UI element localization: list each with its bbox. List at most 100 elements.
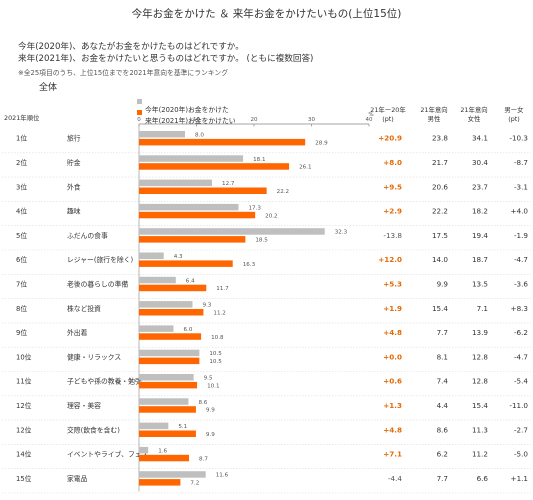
bar-next-year: [139, 138, 306, 146]
value-label-next-year: 7.2: [190, 481, 199, 487]
diff-value: +12.0: [378, 255, 402, 264]
category-label: ふだんの食事: [67, 231, 108, 240]
diff-value: +7.1: [383, 450, 402, 459]
diff-value: +4.8: [383, 425, 402, 434]
bar-next-year: [139, 163, 290, 170]
gap-value: -8.7: [514, 158, 528, 167]
diff-value: +2.9: [383, 207, 402, 216]
bar-this-year: [139, 252, 164, 259]
rank-label: 7位: [16, 280, 27, 289]
male-value: 15.4: [432, 304, 448, 313]
category-label: 家電品: [67, 474, 88, 483]
diff-value: +4.8: [383, 328, 402, 337]
male-value: 17.5: [432, 231, 448, 240]
female-value: 7.1: [477, 304, 488, 313]
value-label-next-year: 11.7: [216, 286, 229, 292]
x-tick-label: 40: [366, 117, 373, 123]
value-label-this-year: 1.6: [158, 448, 167, 454]
bar-this-year: [139, 349, 200, 357]
bar-this-year: [139, 398, 189, 405]
value-label-this-year: 8.0: [195, 133, 204, 139]
header-diff-line-2: (pt): [382, 115, 394, 123]
x-tick-label: 0: [137, 117, 141, 123]
gap-value: -1.9: [514, 231, 528, 240]
female-value: 12.8: [472, 352, 488, 361]
male-value: 21.7: [432, 158, 448, 167]
rank-label: 1位: [16, 134, 27, 143]
gap-value: -6.2: [514, 328, 528, 337]
category-label: 外出着: [67, 328, 88, 337]
value-label-next-year: 28.9: [315, 140, 328, 146]
female-value: 13.5: [472, 280, 488, 289]
category-label: 健康・リラックス: [67, 352, 121, 361]
rank-label: 5位: [16, 231, 27, 240]
rank-label: 4位: [16, 207, 27, 216]
bar-next-year: [139, 211, 256, 219]
bar-next-year: [139, 406, 196, 413]
bar-next-year: [139, 479, 181, 486]
value-label-next-year: 22.2: [277, 189, 289, 195]
value-label-next-year: 20.2: [265, 213, 277, 219]
chart-title: 今年お金をかけた ＆ 来年お金をかけたいもの(上位15位): [131, 8, 402, 20]
diff-value: +1.3: [383, 401, 402, 410]
female-value: 23.7: [472, 182, 488, 191]
gap-value: -3.1: [514, 182, 528, 191]
bar-next-year: [139, 430, 196, 437]
category-label: 子どもや孫の教養・勉強: [67, 377, 142, 386]
rank-label: 14位: [16, 450, 32, 459]
x-tick-label: 10: [193, 117, 200, 123]
rank-label: 10位: [16, 352, 32, 361]
bar-next-year: [139, 187, 267, 194]
bar-next-year: [139, 333, 202, 340]
diff-value: +0.0: [383, 352, 402, 361]
header-gap-line-2: (pt): [508, 115, 520, 123]
diff-value: +1.9: [383, 304, 402, 313]
value-label-this-year: 11.6: [216, 473, 229, 479]
gap-value: -5.4: [514, 377, 528, 386]
category-label: イベントやライブ、フェス: [67, 450, 149, 459]
gap-value: -4.7: [514, 255, 528, 264]
header-diff: 21年ー20年 (pt): [366, 106, 410, 124]
value-label-next-year: 16.3: [243, 262, 256, 268]
female-value: 11.2: [472, 450, 488, 459]
bar-next-year: [139, 357, 200, 365]
bar-this-year: [139, 301, 193, 308]
question-line-2: 来年(2021年)、お金をかけたいと思うものはどれですか。 (ともに複数回答): [18, 54, 314, 64]
category-label: 交際(飲食を含む): [67, 425, 120, 434]
legend-label-this-year: 今年(2020年)お金をかけた: [145, 106, 229, 114]
category-label: 旅行: [67, 134, 81, 143]
header-female-line-2: 女性: [467, 115, 481, 123]
bar-next-year: [139, 381, 198, 389]
value-label-next-year: 18.5: [255, 238, 268, 244]
male-value: 7.7: [437, 474, 448, 483]
bar-next-year: [139, 284, 207, 292]
value-label-next-year: 8.7: [199, 456, 208, 462]
legend-label-next-year: 来年(2021年)お金をかけたい: [145, 117, 236, 125]
value-label-next-year: 10.1: [207, 383, 220, 389]
value-label-next-year: 10.8: [211, 335, 224, 341]
rank-label: 12位: [16, 425, 32, 434]
legend-swatch-this-year: [137, 99, 142, 104]
female-value: 11.3: [472, 425, 488, 434]
male-value: 8.6: [437, 425, 449, 434]
gap-value: -3.6: [514, 280, 528, 289]
x-tick-label: 30: [308, 117, 315, 123]
female-value: 18.2: [472, 207, 488, 216]
bar-this-year: [139, 276, 176, 284]
female-value: 15.4: [472, 401, 488, 410]
bar-next-year: [139, 260, 233, 267]
rank-label: 12位: [16, 401, 32, 410]
value-label-this-year: 32.3: [335, 230, 348, 236]
rank-label: 11位: [16, 377, 32, 386]
legend-swatch-next-year: [137, 110, 142, 115]
value-label-this-year: 9.5: [204, 376, 213, 382]
x-axis-unit: %: [368, 112, 373, 118]
gap-value: -11.0: [509, 401, 528, 410]
question-line-1: 今年(2020年)、あなたがお金をかけたものはどれですか。: [18, 42, 244, 52]
bar-this-year: [139, 325, 174, 332]
female-value: 18.7: [472, 255, 488, 264]
gap-value: -2.7: [514, 425, 528, 434]
male-value: 9.9: [437, 280, 449, 289]
category-label: 外食: [67, 182, 81, 191]
value-label-this-year: 18.1: [253, 157, 266, 163]
